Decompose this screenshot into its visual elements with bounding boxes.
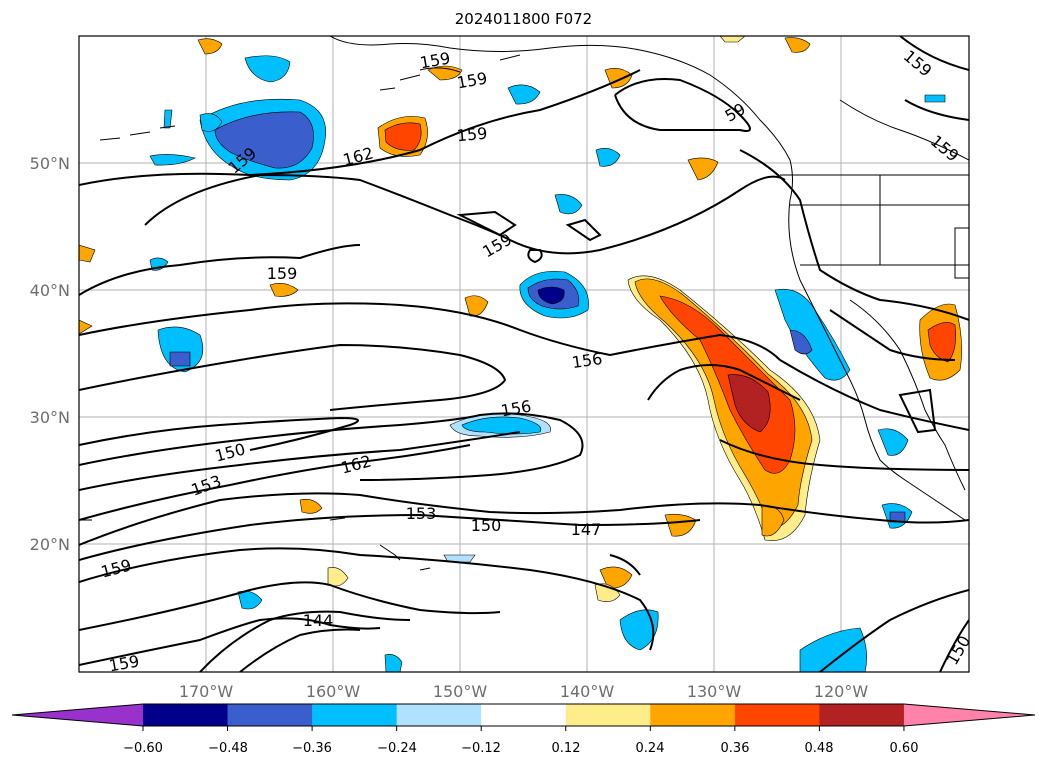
lat-label: 50°N — [30, 154, 70, 173]
contour-label: 147 — [571, 520, 602, 539]
colorbar-tick-label: −0.12 — [461, 741, 501, 756]
lat-label: 40°N — [30, 281, 70, 300]
colorbar-tick-label: −0.36 — [292, 741, 332, 756]
colorbar-bin — [227, 704, 313, 726]
lon-label: 160°W — [306, 682, 361, 701]
map-frame — [78, 35, 970, 673]
colorbar-bin — [650, 704, 736, 726]
colorbar-tick-labels: −0.60 −0.48 −0.36 −0.24 −0.12 0.12 0.24 … — [123, 741, 918, 756]
colorbar-tick-label: 0.12 — [552, 741, 581, 756]
coastlines — [80, 36, 969, 571]
contour-label: 156 — [571, 349, 604, 372]
colorbar-bin — [734, 704, 820, 726]
colorbar-bin — [143, 704, 229, 726]
lat-label: 20°N — [30, 535, 70, 554]
colorbar-extend-low — [12, 704, 143, 726]
lon-label: 150°W — [433, 682, 488, 701]
contour-label: 153 — [406, 504, 437, 523]
colorbar-tick-label: −0.60 — [123, 741, 163, 756]
colorbar-tick-label: 0.48 — [805, 741, 834, 756]
lon-label: 120°W — [814, 682, 869, 701]
contour-label: 159 — [107, 651, 140, 675]
colorbar-tick-label: 0.36 — [721, 741, 750, 756]
colorbar-bin — [481, 704, 567, 726]
lat-label: 30°N — [30, 408, 70, 427]
contour-label: 159 — [267, 264, 298, 283]
lon-label: 170°W — [179, 682, 234, 701]
latitude-labels: 50°N 40°N 30°N 20°N — [30, 154, 70, 554]
longitude-labels: 170°W 160°W 150°W 140°W 130°W 120°W — [179, 682, 869, 701]
colorbar-bin — [312, 704, 398, 726]
contour-label: 159 — [456, 124, 488, 146]
colorbar-tick-label: 0.24 — [636, 741, 665, 756]
colorbar-bin — [396, 704, 482, 726]
contour-label: 150 — [471, 516, 502, 535]
lon-label: 130°W — [687, 682, 742, 701]
colorbar — [11, 703, 1036, 731]
colorbar-tick-label: −0.48 — [208, 741, 248, 756]
colorbar-tick-label: 0.60 — [890, 741, 919, 756]
colorbar-bin — [819, 704, 905, 726]
colorbar-tick-label: −0.24 — [377, 741, 417, 756]
colorbar-extend-high — [903, 704, 1035, 726]
colorbar-bin — [565, 704, 651, 726]
map-title: 2024011800 F072 — [454, 10, 593, 28]
anomaly-fills — [79, 36, 962, 672]
lon-label: 140°W — [560, 682, 615, 701]
contour-label: 144 — [303, 611, 334, 630]
height-contours — [79, 36, 969, 672]
